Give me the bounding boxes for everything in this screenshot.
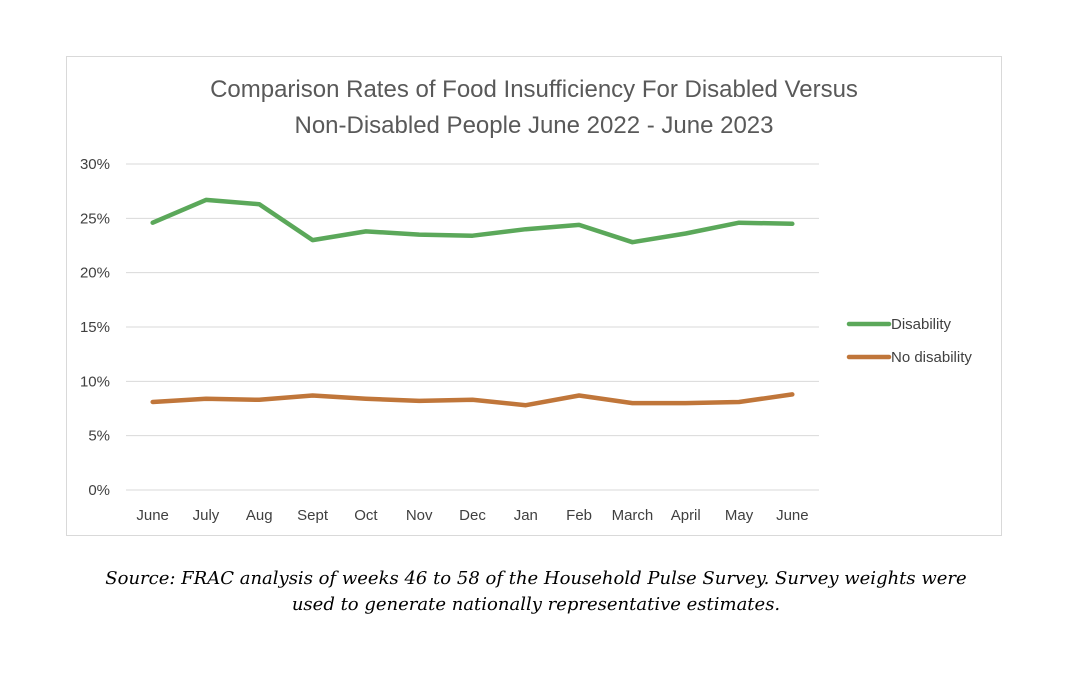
x-tick-label: Aug <box>246 507 273 524</box>
legend-label: No disability <box>891 349 972 366</box>
y-tick-label: 5% <box>88 428 110 445</box>
y-tick-label: 25% <box>80 210 110 227</box>
series-line-disability <box>150 197 795 245</box>
x-tick-label: Dec <box>459 507 486 524</box>
source-note-line-1: Source: FRAC analysis of weeks 46 to 58 … <box>105 568 967 589</box>
line-chart: Comparison Rates of Food Insufficiency F… <box>80 76 972 524</box>
series-line-no-disability <box>150 392 795 408</box>
y-tick-label: 20% <box>80 265 110 282</box>
y-tick-label: 30% <box>80 156 110 173</box>
x-tick-label: May <box>725 507 754 524</box>
y-axis-ticks: 0% 5% 10% 15% 20% 25% 30% <box>80 156 110 499</box>
y-tick-label: 15% <box>80 319 110 336</box>
chart-frame: Comparison Rates of Food Insufficiency F… <box>66 56 1002 536</box>
grid <box>126 163 819 491</box>
x-tick-label: Sept <box>297 507 329 524</box>
source-note: Source: FRAC analysis of weeks 46 to 58 … <box>0 566 1072 618</box>
x-tick-label: Nov <box>406 507 433 524</box>
series-lines <box>150 197 795 408</box>
x-tick-label: July <box>193 507 220 524</box>
x-tick-label: March <box>612 507 654 524</box>
x-tick-label: April <box>671 507 701 524</box>
y-tick-label: 0% <box>88 482 110 499</box>
legend: Disability No disability <box>846 316 972 366</box>
chart-title-line-2: Non-Disabled People June 2022 - June 202… <box>294 112 773 139</box>
x-tick-label: Feb <box>566 507 592 524</box>
y-tick-label: 10% <box>80 373 110 390</box>
chart-title-line-1: Comparison Rates of Food Insufficiency F… <box>210 76 858 103</box>
x-tick-label: Jan <box>514 507 538 524</box>
x-axis-ticks: June July Aug Sept Oct Nov Dec Jan Feb March April… <box>136 507 808 524</box>
x-tick-label: Oct <box>354 507 378 524</box>
source-note-line-2: used to generate nationally representati… <box>291 594 781 615</box>
x-tick-label: June <box>136 507 169 524</box>
legend-label: Disability <box>891 316 952 333</box>
x-tick-label: June <box>776 507 809 524</box>
